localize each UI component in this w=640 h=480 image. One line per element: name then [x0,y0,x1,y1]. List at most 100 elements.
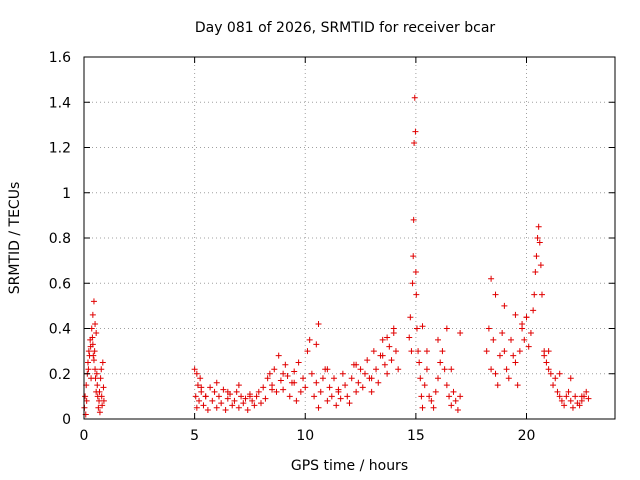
data-point [313,379,320,386]
data-point [95,404,102,411]
data-point [538,291,545,298]
data-point [92,366,99,373]
data-point [97,375,104,382]
data-point [448,366,455,373]
data-point [572,393,579,400]
x-tick-label: 10 [296,428,314,444]
data-point [317,388,324,395]
data-point [98,393,105,400]
data-point [96,388,103,395]
data-point [494,382,501,389]
data-point [193,404,200,411]
data-point [91,348,98,355]
y-tick-label: 0.2 [49,367,71,383]
data-point [508,336,515,343]
data-point [85,348,92,355]
data-point [324,366,331,373]
data-point [535,223,542,230]
data-point [390,325,397,332]
data-point [361,370,368,377]
y-tick-label: 0.8 [49,231,71,247]
data-point [231,397,238,404]
data-point [418,393,425,400]
data-point [534,235,541,241]
data-point [191,366,198,373]
data-point [457,330,464,337]
data-point [224,388,231,395]
data-point [344,393,351,400]
data-point [545,348,552,355]
data-point [90,298,97,305]
data-point [419,323,426,330]
data-point [197,375,204,382]
data-point [413,291,420,298]
data-point [246,393,253,400]
data-point [454,406,461,413]
data-point [235,404,242,411]
data-point [510,352,517,359]
data-point [554,388,561,395]
data-point [386,343,393,350]
data-point [200,402,207,409]
data-point [413,325,420,332]
data-point [505,375,512,382]
data-point [428,397,435,404]
data-point [99,359,106,366]
data-point [100,384,107,391]
data-point [412,128,419,135]
data-point [457,393,464,400]
data-point [537,262,544,269]
data-point [552,375,559,382]
data-point [202,393,209,400]
data-point [452,397,459,404]
y-tick-label: 0.6 [49,276,71,292]
data-point [368,388,375,395]
data-point [541,352,548,359]
data-point [536,239,543,246]
data-point [373,366,380,373]
data-point [379,336,386,343]
data-point [561,402,568,409]
data-point [93,370,100,377]
data-point [375,379,382,386]
data-point [315,320,322,327]
data-point [409,280,416,287]
data-point [576,402,583,409]
data-point [324,397,331,404]
grid [84,57,615,419]
data-point [426,393,433,400]
data-point [415,348,422,355]
data-point [315,404,322,411]
data-point [192,393,199,400]
data-point [204,406,211,413]
data-point [264,375,271,382]
x-axis: 0 5 10 15 20 [80,57,536,444]
data-point [85,366,92,373]
data-point [89,341,96,348]
data-point [355,379,362,386]
data-point [368,375,375,382]
data-point [302,384,309,391]
data-point [342,382,349,389]
data-point [353,388,360,395]
data-point [291,368,298,375]
data-point [337,395,344,402]
data-point [242,395,249,402]
data-point [90,352,97,359]
data-point [412,268,419,275]
data-point [567,397,574,404]
data-point [193,370,200,377]
data-point [488,366,495,373]
data-point [251,402,258,409]
data-point [100,397,107,404]
data-point [492,370,499,377]
data-point [198,384,205,391]
data-point [84,359,91,366]
data-point [533,253,540,260]
x-tick-label: 20 [518,428,536,444]
data-point [443,382,450,389]
data-point [519,320,526,327]
data-point [293,397,300,404]
y-tick-label: 0.4 [49,322,71,338]
data-point [410,253,417,260]
